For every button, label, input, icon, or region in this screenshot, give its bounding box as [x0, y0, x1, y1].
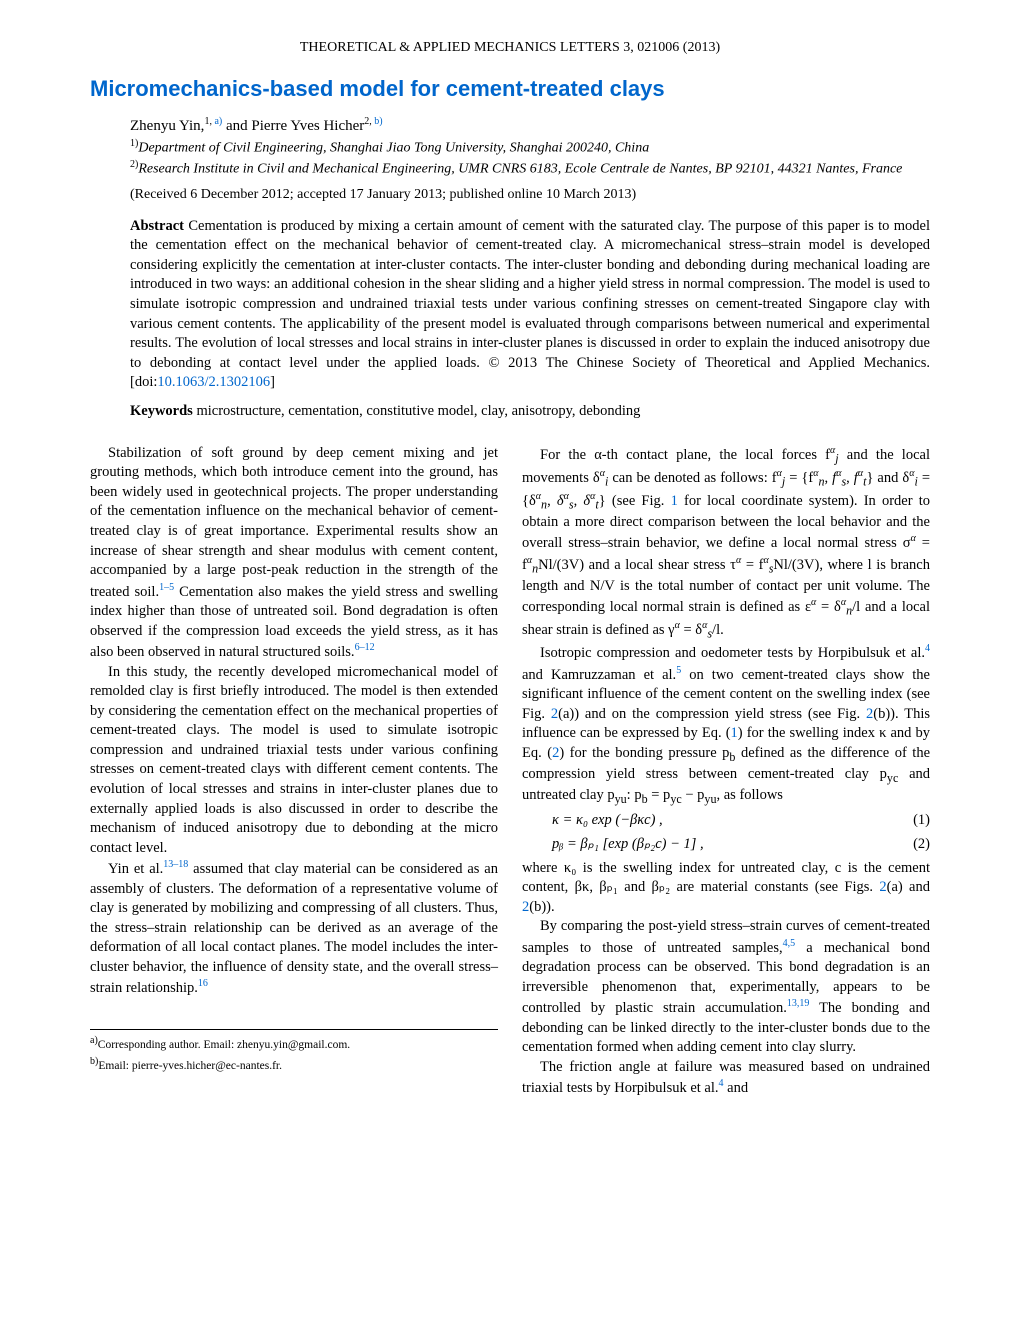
authors-line: Zhenyu Yin,1, a) and Pierre Yves Hicher2… — [130, 116, 930, 135]
fig-1-link[interactable]: 1 — [671, 493, 678, 509]
journal-header: THEORETICAL & APPLIED MECHANICS LETTERS … — [90, 40, 930, 56]
r1o: = δ — [680, 622, 702, 638]
r1k: = f — [741, 557, 763, 573]
eq1-num: (1) — [913, 811, 930, 831]
p1-text: Stabilization of soft ground by deep cem… — [90, 445, 498, 600]
ref-13-19[interactable]: 13,19 — [787, 998, 810, 1009]
r1c: can be denoted as follows: f — [608, 470, 776, 486]
affiliation-1: 1)Department of Civil Engineering, Shang… — [130, 137, 930, 158]
para-r1: For the α-th contact plane, the local fo… — [522, 444, 930, 643]
para-r5: The friction angle at failure was measur… — [522, 1058, 930, 1099]
right-column: For the α-th contact plane, the local fo… — [522, 444, 930, 1099]
r2d: (a)) and on the compression yield stress… — [558, 706, 866, 722]
footnotes: a)Corresponding author. Email: zhenyu.yi… — [90, 1029, 498, 1075]
r2g: ) for the bonding pressure p — [559, 745, 729, 761]
aff1-text: Department of Civil Engineering, Shangha… — [138, 141, 649, 156]
keywords-label: Keywords — [130, 403, 193, 419]
r2m: , as follows — [716, 787, 782, 803]
affiliation-2: 2)Research Institute in Civil and Mechan… — [130, 158, 930, 179]
aff2-text: Research Institute in Civil and Mechanic… — [138, 162, 902, 177]
publication-dates: (Received 6 December 2012; accepted 17 J… — [130, 187, 930, 203]
author-1: Zhenyu Yin, — [130, 118, 204, 134]
r2b: and Kamruzzaman et al. — [522, 667, 676, 683]
para-2: In this study, the recently developed mi… — [90, 663, 498, 859]
equation-2: pᵦ = βₚ₁ [exp (βₚ₂c) − 1] , (2) — [552, 835, 930, 855]
para-r4: By comparing the post-yield stress–strai… — [522, 917, 930, 1058]
para-3: Yin et al.13–18 assumed that clay materi… — [90, 858, 498, 999]
ref-13-18[interactable]: 13–18 — [163, 859, 188, 870]
p3b-text: assumed that clay material can be consid… — [90, 861, 498, 996]
r1j: Nl/(3V) and a local shear stress τ — [538, 557, 736, 573]
r1g: } (see Fig. — [599, 493, 671, 509]
ref-1-5[interactable]: 1–5 — [159, 582, 174, 593]
author-2-sup: 2, b) — [364, 116, 382, 127]
keywords-text: microstructure, cementation, constitutiv… — [193, 403, 641, 419]
r1d: = {f — [785, 470, 813, 486]
ref-4-5[interactable]: 4,5 — [783, 938, 796, 949]
r2k: = p — [648, 787, 671, 803]
r3a: where κ₀ is the swelling index for untre… — [522, 860, 930, 896]
equation-1: κ = κ₀ exp (−βκc) , (1) — [552, 811, 930, 831]
para-1: Stabilization of soft ground by deep cem… — [90, 444, 498, 663]
para-r3: where κ₀ is the swelling index for untre… — [522, 859, 930, 918]
author-2: and Pierre Yves Hicher — [222, 118, 364, 134]
r1p: /l. — [712, 622, 724, 638]
doi-link[interactable]: 10.1063/2.1302106 — [157, 374, 270, 390]
ref-4[interactable]: 4 — [925, 643, 930, 654]
r1a: For the α-th contact plane, the local fo… — [540, 447, 830, 463]
para-r2: Isotropic compression and oedometer test… — [522, 642, 930, 807]
left-column: Stabilization of soft ground by deep cem… — [90, 444, 498, 1099]
r1m: = δ — [816, 599, 841, 615]
footnote-a-text: Corresponding author. Email: zhenyu.yin@… — [98, 1039, 350, 1051]
footnote-b: b)Email: pierre-yves.hicher@ec-nantes.fr… — [90, 1055, 498, 1074]
author-2-note-link[interactable]: b) — [374, 116, 382, 127]
footnote-b-text: Email: pierre-yves.hicher@ec-nantes.fr. — [98, 1060, 282, 1072]
footnote-a-sup: a) — [90, 1035, 98, 1046]
abstract-close: ] — [270, 374, 275, 390]
eq2-num: (2) — [913, 835, 930, 855]
r3c: (b)). — [529, 899, 554, 915]
fig-2a-link2[interactable]: 2 — [879, 879, 886, 895]
ref-16[interactable]: 16 — [198, 978, 208, 989]
p3a-text: Yin et al. — [108, 861, 163, 877]
eq2-body: pᵦ = βₚ₁ [exp (βₚ₂c) − 1] , — [552, 835, 704, 855]
eq-1-link[interactable]: 1 — [731, 725, 738, 741]
abstract-text: Cementation is produced by mixing a cert… — [130, 218, 930, 391]
ref-6-12[interactable]: 6–12 — [355, 642, 375, 653]
keywords-block: Keywords microstructure, cementation, co… — [130, 403, 930, 420]
abstract-label: Abstract — [130, 218, 184, 234]
author-1-sup: 1, a) — [204, 116, 222, 127]
abstract-block: Abstract Cementation is produced by mixi… — [130, 217, 930, 393]
eq1-body: κ = κ₀ exp (−βκc) , — [552, 811, 663, 831]
r2j: : p — [627, 787, 642, 803]
r2l: − p — [682, 787, 705, 803]
r5b: and — [724, 1080, 749, 1096]
r2a: Isotropic compression and oedometer test… — [540, 645, 925, 661]
r3b: (a) and — [887, 879, 930, 895]
r1e: } and δ — [866, 470, 909, 486]
article-title[interactable]: Micromechanics-based model for cement-tr… — [90, 76, 930, 102]
footnote-a: a)Corresponding author. Email: zhenyu.yi… — [90, 1034, 498, 1053]
